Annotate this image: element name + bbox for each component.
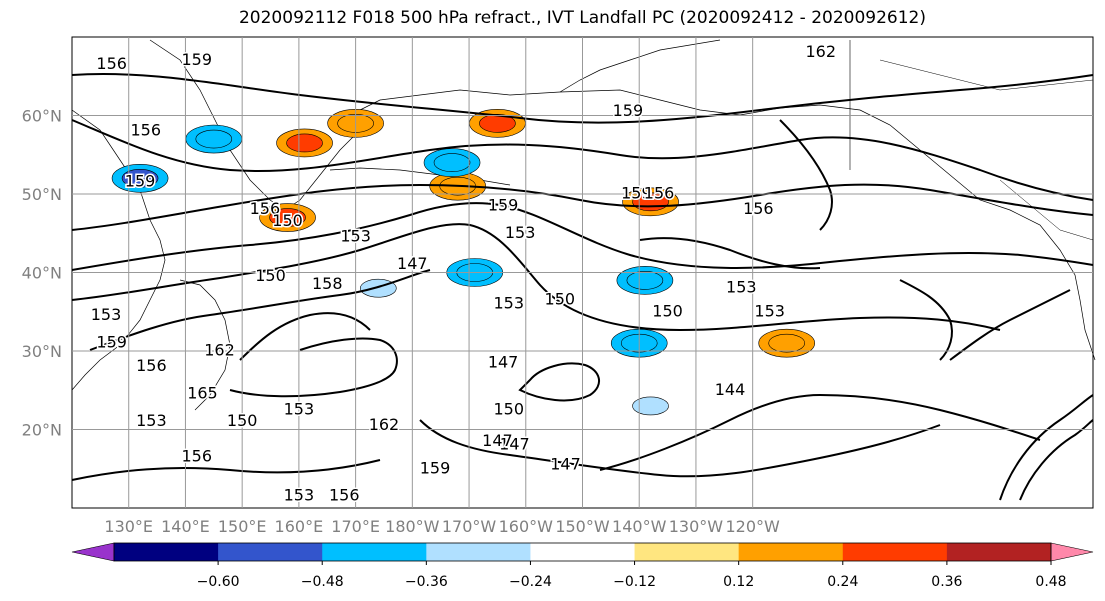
colorbar-segment: [842, 543, 948, 561]
x-tick-label: 180°W: [385, 517, 440, 536]
contour-label: 147: [499, 435, 530, 454]
contour-label: 156: [743, 199, 774, 218]
anomaly-region: [359, 278, 397, 298]
x-tick-label: 140°W: [612, 517, 667, 536]
contour-label: 159: [125, 172, 156, 191]
contour-label: 162: [369, 415, 400, 434]
colorbar-tick-label: 0.36: [931, 574, 962, 590]
contour-label: 153: [136, 411, 167, 430]
chart-title: 2020092112 F018 500 hPa refract., IVT La…: [238, 8, 926, 28]
contour-label: 159: [96, 333, 127, 352]
contour-label: 156: [329, 486, 360, 505]
contour-label: 147: [482, 431, 513, 450]
colorbar: −0.60 −0.48 −0.36 −0.24 −0.12 0.12 0.24 0.36 0.4…: [71, 542, 1094, 590]
contour-label: 156: [130, 121, 161, 140]
colorbar-tick-label: 0.24: [827, 574, 858, 590]
y-tick-label: 60°N: [22, 107, 62, 126]
colorbar-frame: [113, 542, 1052, 562]
y-tick-label: 40°N: [22, 264, 62, 283]
colorbar-segment: [426, 543, 531, 561]
anomaly-region: [121, 169, 159, 188]
colorbar-tick-label: −0.36: [405, 574, 448, 590]
contour-label: 153: [340, 227, 371, 246]
contour-label: 156: [96, 54, 127, 73]
contour-label: 156: [136, 356, 167, 375]
contour-label: 147: [397, 254, 428, 273]
contour-label: 162: [204, 341, 235, 360]
contour-label: 153: [726, 278, 757, 297]
contour-label: 150: [493, 399, 524, 418]
contour-label: 159: [182, 50, 213, 69]
contour-label: 150: [272, 211, 303, 230]
y-tick-label: 20°N: [22, 421, 62, 440]
colorbar-segment: [322, 543, 427, 561]
colorbar-tick-label: −0.12: [613, 574, 656, 590]
contour-label: 150: [545, 289, 576, 308]
y-tick-label: 30°N: [22, 342, 62, 361]
contour-label-layer: 156 1591561591561501531501471581531591561…: [89, 41, 837, 507]
refractivity-contours: [71, 73, 1094, 501]
colorbar-tick-label: 0.12: [723, 574, 754, 590]
contour-label: 153: [284, 399, 315, 418]
colorbar-segment: [946, 543, 1052, 561]
x-tick-label: 160°E: [275, 517, 324, 536]
lat-lon-grid: [72, 37, 1093, 508]
colorbar-extend-low: [71, 542, 115, 562]
contour-label: 144: [715, 380, 746, 399]
anomaly-region: [626, 271, 664, 290]
x-tick-label: 170°E: [331, 517, 380, 536]
x-tick-label: 150°W: [555, 517, 610, 536]
colorbar-segment: [530, 543, 636, 561]
colorbar-segment: [114, 543, 219, 561]
x-tick-label: 150°E: [218, 517, 267, 536]
contour-label: 156: [182, 446, 213, 465]
anomaly-region: [286, 133, 323, 153]
anomaly-region: [479, 114, 516, 133]
contour-label: 153: [754, 301, 785, 320]
x-tick-label: 160°W: [499, 517, 554, 536]
colorbar-extend-high: [1050, 542, 1094, 562]
anomaly-region: [768, 333, 806, 353]
colorbar-tick-label: −0.48: [301, 574, 344, 590]
contour-label: 150: [652, 301, 683, 320]
contour-label: 147: [488, 352, 519, 371]
y-axis-ticks: 20°N 30°N 40°N 50°N 60°N: [22, 107, 62, 440]
contour-label: 153: [493, 293, 524, 312]
x-tick-label: 130°E: [104, 517, 153, 536]
anomaly-region: [269, 208, 306, 227]
contour-label: 159: [488, 195, 519, 214]
contour-label: 147: [550, 454, 581, 473]
contour-label: 153: [91, 305, 122, 324]
contour-label: 150: [227, 411, 258, 430]
contour-label: 150: [255, 266, 286, 285]
colorbar-segment: [218, 543, 323, 561]
anomaly-region: [195, 129, 233, 149]
y-tick-label: 50°N: [22, 185, 62, 204]
contour-label: 162: [805, 42, 836, 61]
contour-label: 159: [613, 101, 644, 120]
contour-label: 165: [187, 384, 218, 403]
x-tick-label: 120°W: [725, 517, 780, 536]
colorbar-tick-label: −0.24: [509, 574, 552, 590]
x-tick-label: 130°W: [669, 517, 724, 536]
x-tick-label: 140°E: [161, 517, 210, 536]
anomaly-region: [433, 153, 471, 172]
contour-label: 159: [621, 184, 652, 203]
contour-label: 156: [644, 184, 675, 203]
x-axis-ticks: 130°E 140°E 150°E 160°E 170°E 180°W 170°W 160°W…: [104, 517, 780, 536]
colorbar-tick-label: 0.48: [1035, 574, 1066, 590]
contour-label: 153: [505, 223, 536, 242]
contour-label: 153: [284, 486, 315, 505]
anomaly-region: [632, 396, 669, 416]
colorbar-tick-label: −0.60: [197, 574, 240, 590]
colorbar-segment: [738, 543, 844, 561]
contour-label: 156: [250, 199, 281, 218]
contour-label: 158: [312, 274, 343, 293]
contour-label: 159: [420, 458, 451, 477]
x-tick-label: 170°W: [442, 517, 497, 536]
land-outlines: [71, 39, 1096, 411]
colorbar-segment: [634, 543, 740, 561]
